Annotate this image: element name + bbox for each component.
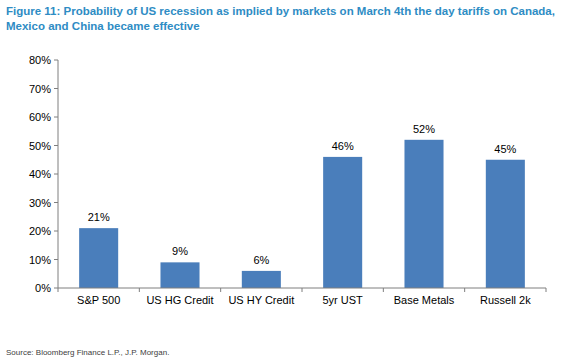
x-tick xyxy=(302,288,303,292)
y-tick-label: 30% xyxy=(29,197,51,209)
y-tick-label: 0% xyxy=(35,282,51,294)
x-tick-label: US HY Credit xyxy=(228,294,294,306)
x-tick xyxy=(139,288,140,292)
y-tick-label: 80% xyxy=(29,54,51,66)
data-label: 45% xyxy=(494,143,516,155)
x-tick-label: US HG Credit xyxy=(146,294,213,306)
y-tick xyxy=(54,202,58,203)
x-tick xyxy=(464,288,465,292)
data-label: 52% xyxy=(413,123,435,135)
x-tick-label: 5yr UST xyxy=(322,294,363,306)
background xyxy=(0,0,570,363)
x-tick-label: Base Metals xyxy=(394,294,455,306)
title-line: Mexico and China became effective xyxy=(6,20,200,32)
y-tick-label: 10% xyxy=(29,254,51,266)
y-tick xyxy=(54,259,58,260)
y-tick xyxy=(54,288,58,289)
x-tick xyxy=(220,288,221,292)
x-tick xyxy=(383,288,384,292)
data-label: 21% xyxy=(88,211,110,223)
source: Source: Bloomberg Finance L.P., J.P. Mor… xyxy=(6,348,169,357)
bar xyxy=(486,160,525,288)
y-tick-label: 50% xyxy=(29,140,51,152)
y-tick xyxy=(54,174,58,175)
y-tick-label: 60% xyxy=(29,111,51,123)
x-tick xyxy=(546,288,547,292)
x-tick xyxy=(58,288,59,292)
data-label: 9% xyxy=(172,245,188,257)
bar xyxy=(242,271,281,288)
y-tick-label: 70% xyxy=(29,83,51,95)
y-tick-label: 40% xyxy=(29,168,51,180)
bar xyxy=(404,140,443,288)
y-tick-label: 20% xyxy=(29,225,51,237)
y-tick xyxy=(54,117,58,118)
y-tick xyxy=(54,60,58,61)
y-tick xyxy=(54,145,58,146)
data-label: 46% xyxy=(332,140,354,152)
chart: Figure 11: Probability of US recession a… xyxy=(0,0,570,363)
bar xyxy=(79,228,118,288)
bars xyxy=(79,140,525,288)
x-tick-label: Russell 2k xyxy=(480,294,531,306)
bar xyxy=(323,157,362,288)
data-label: 6% xyxy=(253,254,269,266)
x-tick-label: S&P 500 xyxy=(77,294,120,306)
title-line: Figure 11: Probability of US recession a… xyxy=(6,5,555,17)
y-tick xyxy=(54,231,58,232)
y-tick xyxy=(54,88,58,89)
bar xyxy=(160,262,199,288)
title: Figure 11: Probability of US recession a… xyxy=(6,5,555,32)
y-axis xyxy=(58,60,59,288)
